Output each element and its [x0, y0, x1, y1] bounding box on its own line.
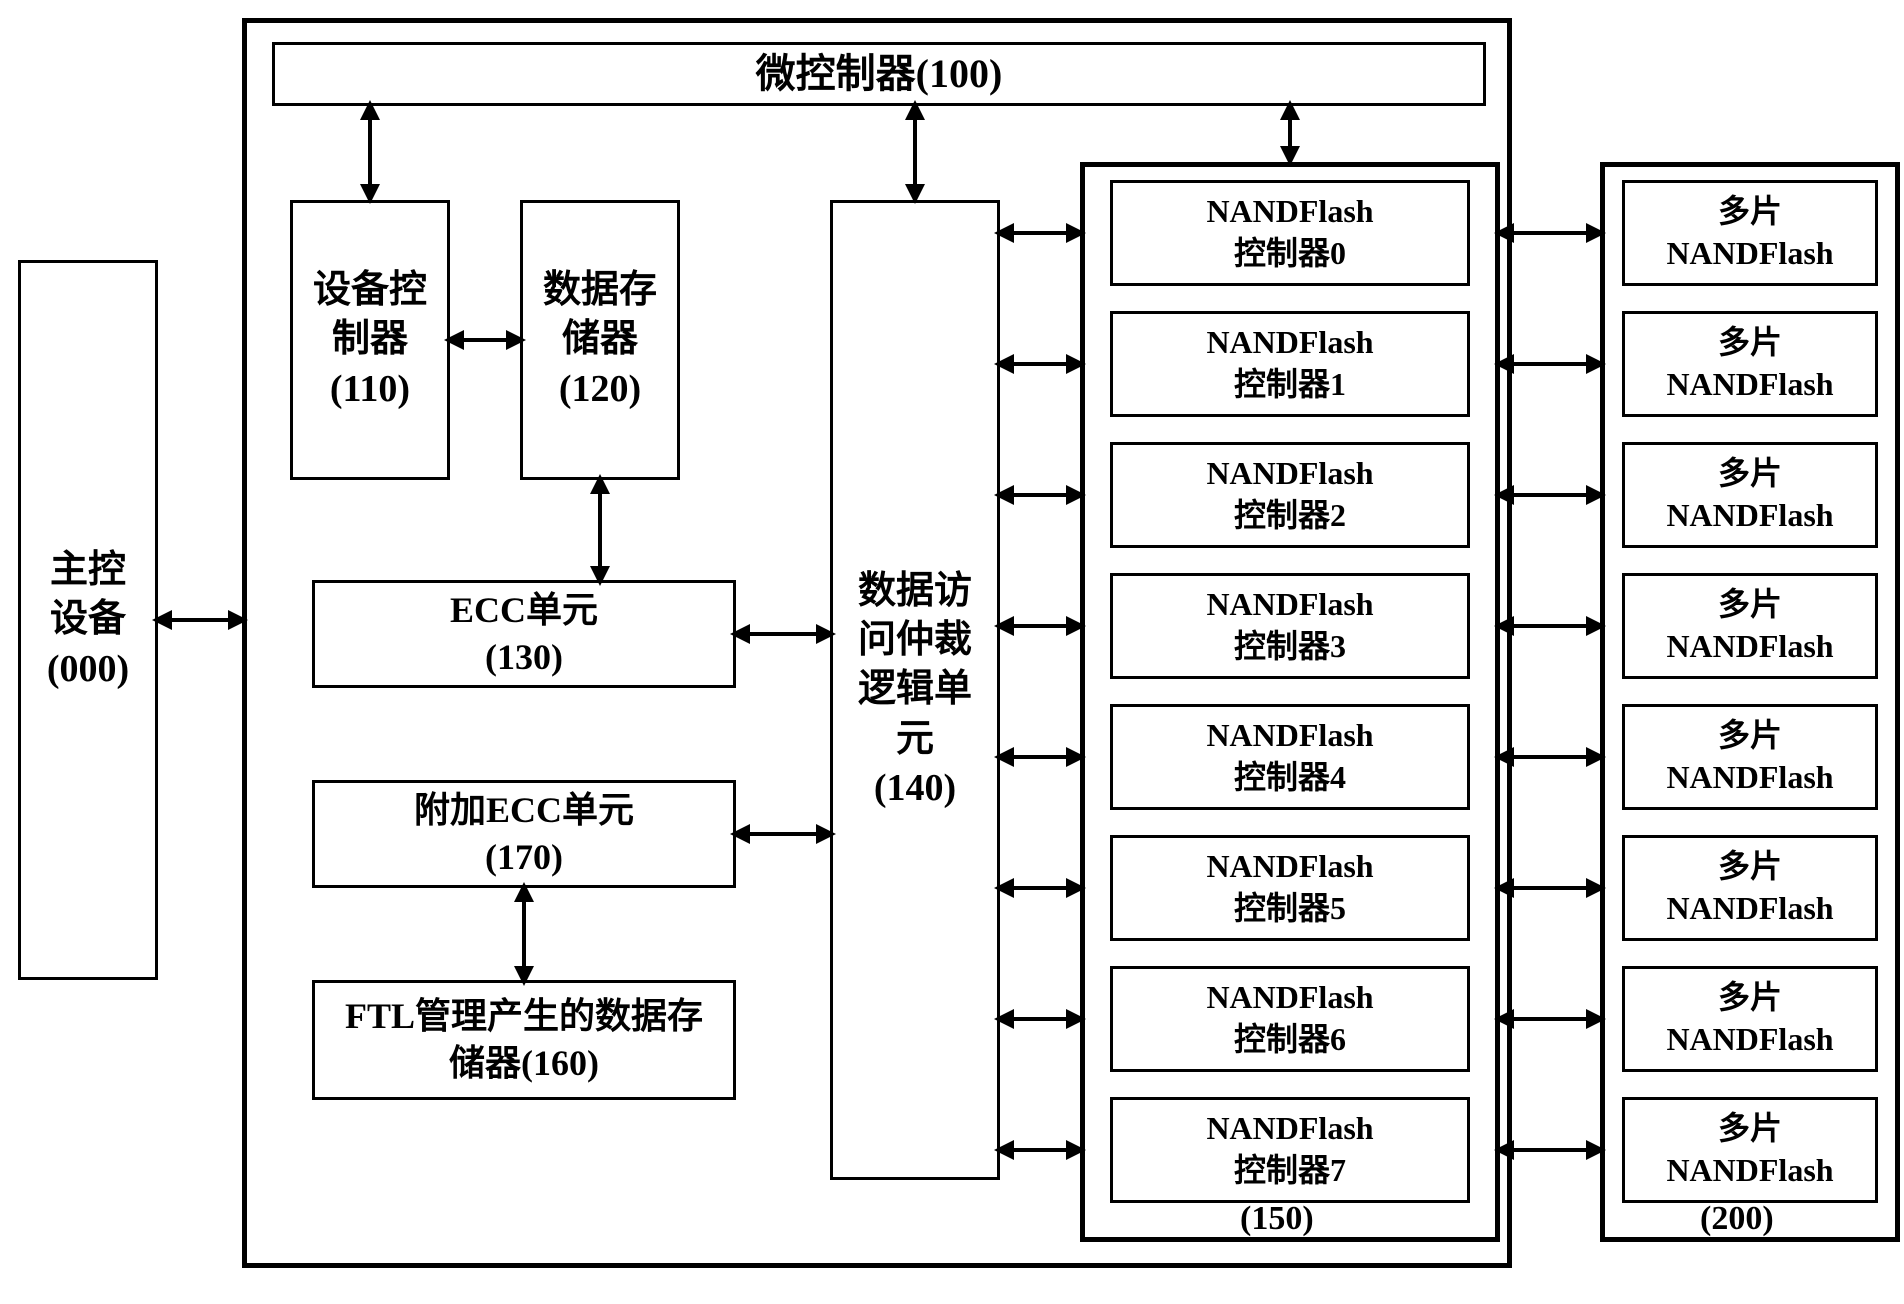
nand-ctrl-box-5: NANDFlash控制器5: [1110, 835, 1470, 941]
nand-ctrl-box-3: NANDFlash控制器3: [1110, 573, 1470, 679]
diagram-root: 主控设备(000) 微控制器(100) 设备控制器(110) 数据存储器(120…: [10, 10, 1904, 1294]
flash-chip-box-1: 多片NANDFlash: [1622, 311, 1878, 417]
flash-chip-box-2: 多片NANDFlash: [1622, 442, 1878, 548]
dev-ctrl-box: 设备控制器(110): [290, 200, 450, 480]
flash-chip-box-5: 多片NANDFlash: [1622, 835, 1878, 941]
ftl-box: FTL管理产生的数据存储器(160): [312, 980, 736, 1100]
flash-chip-box-7: 多片NANDFlash: [1622, 1097, 1878, 1203]
flash-chip-box-3: 多片NANDFlash: [1622, 573, 1878, 679]
arbiter-box: 数据访问仲裁逻辑单元(140): [830, 200, 1000, 1180]
flash-container-label: (200): [1700, 1200, 1774, 1238]
flash-chip-box-4: 多片NANDFlash: [1622, 704, 1878, 810]
flash-chip-box-6: 多片NANDFlash: [1622, 966, 1878, 1072]
ecc-box: ECC单元(130): [312, 580, 736, 688]
nand-ctrl-box-6: NANDFlash控制器6: [1110, 966, 1470, 1072]
nand-ctrl-container-label: (150): [1240, 1200, 1314, 1238]
nand-ctrl-box-4: NANDFlash控制器4: [1110, 704, 1470, 810]
nand-ctrl-box-7: NANDFlash控制器7: [1110, 1097, 1470, 1203]
host-box: 主控设备(000): [18, 260, 158, 980]
flash-chip-box-0: 多片NANDFlash: [1622, 180, 1878, 286]
nand-ctrl-box-1: NANDFlash控制器1: [1110, 311, 1470, 417]
nand-ctrl-box-2: NANDFlash控制器2: [1110, 442, 1470, 548]
nand-ctrl-box-0: NANDFlash控制器0: [1110, 180, 1470, 286]
data-mem-box: 数据存储器(120): [520, 200, 680, 480]
mcu-label: 微控制器(100): [756, 48, 1003, 100]
mcu-box: 微控制器(100): [272, 42, 1486, 106]
extra-ecc-box: 附加ECC单元(170): [312, 780, 736, 888]
